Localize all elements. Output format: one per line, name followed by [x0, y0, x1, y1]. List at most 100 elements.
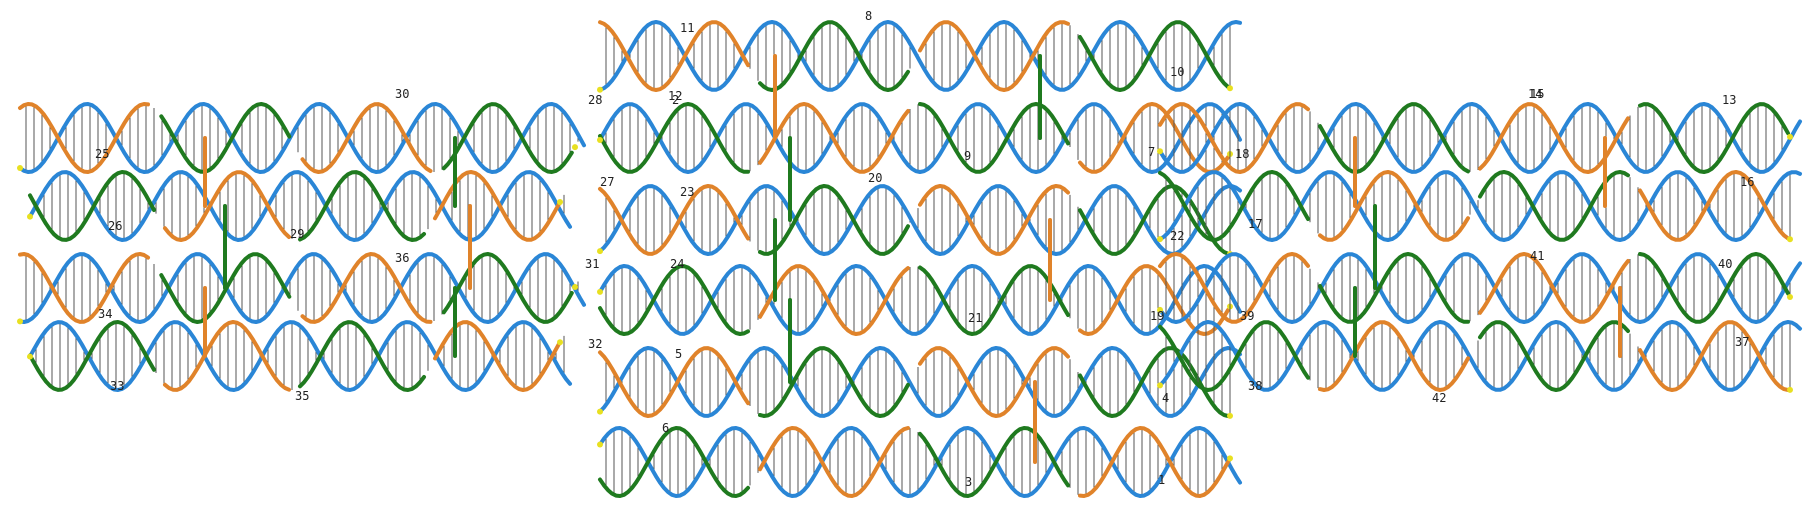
strand-index-label: 15 [1530, 87, 1544, 101]
strand-end-marker [597, 248, 603, 255]
staple-strand [1078, 184, 1230, 256]
strand-index-label: 20 [868, 171, 882, 185]
staple-strand [441, 252, 574, 324]
strand-end-marker [1157, 236, 1163, 243]
scaffold-strand [18, 102, 586, 174]
strand-index-label: 33 [110, 379, 124, 393]
strand-index-label: 22 [1170, 229, 1184, 243]
strand-index-label: 42 [1432, 391, 1446, 405]
staple-strand [918, 20, 1070, 92]
strand-index-label: 14 [1528, 87, 1542, 101]
helix-row [597, 346, 1242, 419]
staple-strand [1318, 252, 1470, 324]
staple-strand [298, 170, 426, 242]
strand-end-marker [597, 408, 603, 415]
strand-index-label: 19 [1150, 309, 1164, 323]
strand-end-marker [597, 86, 603, 93]
strand-index-label: 28 [588, 93, 602, 107]
strand-index-label: 21 [968, 311, 982, 325]
strand-end-marker [597, 441, 603, 448]
strand-end-marker [1157, 382, 1163, 389]
strand-index-label: 13 [1722, 93, 1736, 107]
staple-strand [163, 170, 291, 242]
staple-strand [1078, 102, 1230, 174]
strand-end-marker [27, 213, 33, 220]
staple-strand [18, 102, 150, 174]
strand-index-label: 23 [680, 185, 694, 199]
staple-strand [1158, 170, 1310, 242]
strand-index-label: 35 [295, 389, 309, 403]
strand-end-marker [1157, 148, 1163, 155]
staple-strand [598, 426, 750, 498]
staple-strand [1158, 320, 1310, 392]
strand-index-label: 16 [1740, 175, 1754, 189]
strand-index-label: 24 [670, 257, 684, 271]
scaffold-strand [1158, 102, 1802, 174]
scaffold-strand [1158, 252, 1802, 324]
staple-strand [918, 264, 1070, 336]
strand-end-marker [1787, 133, 1793, 140]
strand-end-marker [597, 136, 603, 143]
strand-index-label: 8 [865, 9, 872, 23]
strand-end-marker [557, 199, 563, 206]
strand-end-marker [572, 144, 578, 151]
strand-index-label: 10 [1170, 65, 1184, 79]
scaffold-strand [598, 264, 1242, 336]
strand-index-label: 41 [1530, 249, 1544, 263]
staple-strand [1478, 252, 1630, 324]
strand-index-label: 17 [1248, 217, 1262, 231]
staple-strand [598, 184, 750, 256]
staple-strand [598, 346, 750, 418]
staple-strand [918, 102, 1070, 174]
staple-strand [1158, 102, 1310, 174]
strand-index-label: 37 [1735, 335, 1749, 349]
strand-index-label: 38 [1248, 379, 1262, 393]
staple-strand [758, 346, 910, 418]
staple-strand [1078, 426, 1230, 498]
staple-strand [598, 102, 750, 174]
scaffold-strand [1158, 320, 1802, 392]
helix-row [597, 426, 1242, 498]
scaffold-strand [18, 252, 586, 324]
helix-row [1157, 170, 1802, 243]
staple-strand [758, 426, 910, 498]
helix-row [597, 102, 1242, 174]
staple-strand [758, 184, 910, 256]
helix-row [17, 252, 586, 325]
staple-strand [598, 20, 750, 92]
staple-strand [1638, 320, 1790, 392]
strand-index-label: 3 [965, 475, 972, 489]
strand-index-label: 25 [95, 147, 109, 161]
strand-end-marker [17, 165, 23, 172]
staple-strand [159, 102, 292, 174]
scaffold-strand [598, 184, 1242, 256]
strand-end-marker [1787, 386, 1793, 393]
staple-strand [1638, 170, 1790, 242]
strand-index-label: 6 [662, 421, 669, 435]
staple-strand [441, 102, 574, 174]
staple-strand [163, 320, 291, 392]
helix-row [597, 264, 1242, 336]
staple-strand [598, 264, 750, 336]
scaffold-strand [598, 20, 1242, 92]
staple-strand [1318, 320, 1470, 392]
strand-index-label: 27 [600, 175, 614, 189]
strand-end-marker [1787, 293, 1793, 300]
strand-index-label: 36 [395, 251, 409, 265]
strand-index-label: 2 [672, 93, 679, 107]
strand-end-marker [1227, 412, 1233, 419]
staple-strand [1478, 320, 1630, 392]
staple-strand [28, 320, 156, 392]
strand-index-label: 32 [588, 337, 602, 351]
staple-strand [28, 170, 156, 242]
strand-end-marker [572, 284, 578, 291]
staple-strand [1158, 252, 1310, 324]
strand-index-label: 12 [668, 89, 682, 103]
helix-row [1157, 320, 1802, 393]
strand-index-label: 26 [108, 219, 122, 233]
strand-index-label: 39 [1240, 309, 1254, 323]
strand-index-label: 40 [1718, 257, 1732, 271]
staple-strand [1078, 20, 1230, 92]
